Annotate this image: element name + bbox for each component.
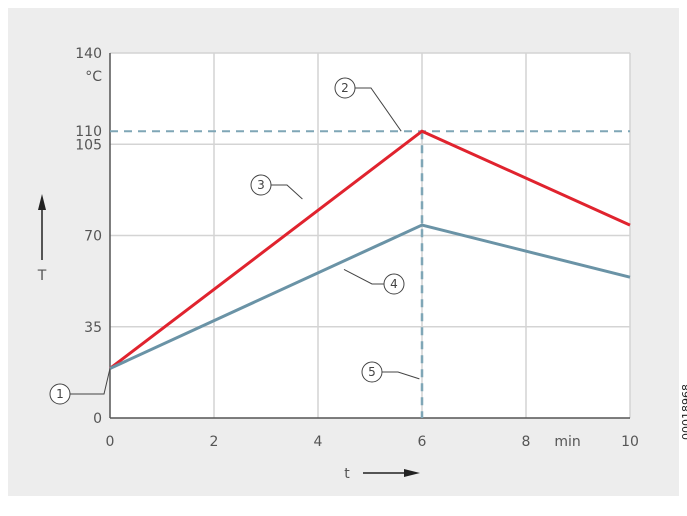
x-axis-arrow-head — [404, 469, 420, 477]
y-tick-label: 70 — [84, 229, 102, 245]
y-tick-label: 140 — [75, 46, 102, 62]
x-unit-label: min — [554, 434, 580, 450]
callout-leader-5 — [382, 371, 420, 380]
y-axis-label: T — [37, 268, 47, 284]
callout-leader-4 — [343, 268, 384, 285]
x-tick-label: 0 — [106, 434, 115, 450]
callout-label-4: 4 — [390, 277, 398, 291]
figure-id: 00018968 — [680, 384, 687, 440]
callout-leader-3 — [271, 184, 303, 200]
series-line-1 — [109, 129, 631, 370]
callout-circle-5 — [361, 361, 383, 383]
callout-label-5: 5 — [368, 365, 376, 379]
y-tick-label: 110 — [75, 124, 102, 140]
callout-circle-4 — [383, 273, 405, 295]
series-line-2 — [109, 223, 631, 370]
x-tick-label: 10 — [621, 434, 639, 450]
callout-label-2: 2 — [341, 81, 349, 95]
y-tick-label: 0 — [93, 411, 102, 427]
y-tick-label: 35 — [84, 320, 102, 336]
x-axis-label: t — [344, 466, 350, 482]
callout-circle-1 — [49, 383, 71, 405]
callout-leader-2 — [355, 87, 402, 132]
x-tick-label: 8 — [522, 434, 531, 450]
x-tick-label: 2 — [210, 434, 219, 450]
x-tick-label: 6 — [418, 434, 427, 450]
callout-circle-2 — [334, 77, 356, 99]
callout-label-1: 1 — [56, 387, 64, 401]
callout-leader-1 — [70, 368, 111, 395]
x-tick-label: 4 — [314, 434, 323, 450]
y-tick-label: 105 — [75, 137, 102, 153]
callout-circle-3 — [250, 174, 272, 196]
y-unit-label: °C — [85, 69, 102, 85]
callout-label-3: 3 — [257, 178, 265, 192]
y-axis-arrow-head — [38, 194, 46, 210]
